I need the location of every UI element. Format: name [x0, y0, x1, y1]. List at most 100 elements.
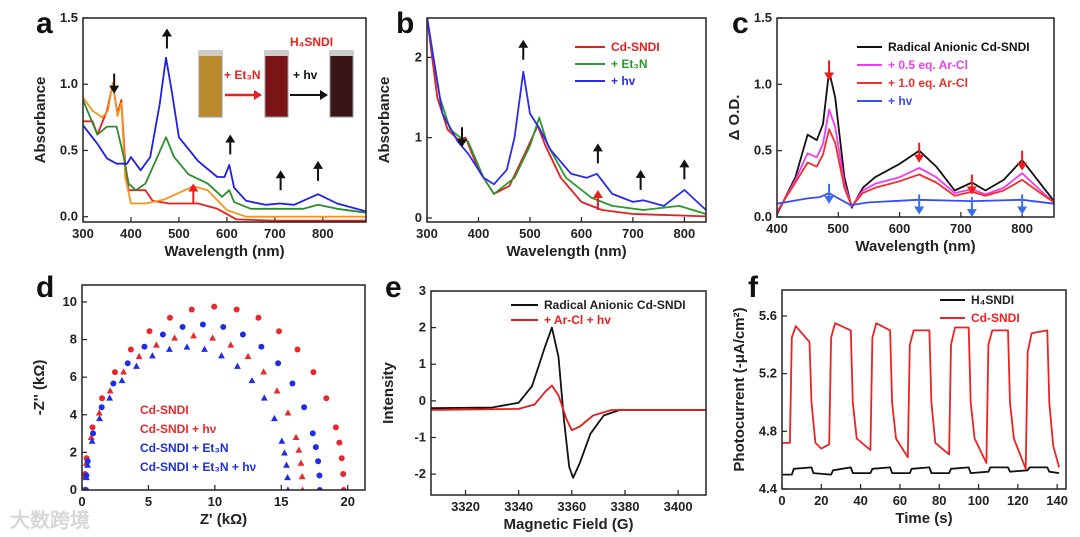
data-point-circle	[166, 314, 173, 321]
y-tick-label: 10	[63, 294, 77, 309]
data-point-circle	[338, 455, 345, 462]
arrow-head-icon	[824, 195, 835, 204]
series-line	[427, 18, 706, 211]
y-axis-label: -Z'' (kΩ)	[31, 360, 48, 416]
data-point-triangle	[227, 341, 235, 348]
data-point-triangle	[201, 345, 208, 352]
data-point-circle	[84, 458, 91, 465]
arrow-head-icon	[914, 206, 925, 215]
x-tick-label: 300	[72, 226, 94, 241]
legend-label: Cd-SNDI	[971, 311, 1020, 325]
data-point-circle	[315, 458, 322, 465]
arrow-head-icon	[824, 72, 835, 81]
y-tick-label: 6	[70, 369, 77, 384]
chart-panel-f: f 0 20 40 60 80 100 120 140 4.4 4.8 5.2 5.6 Time (s) P…	[731, 271, 1068, 527]
x-tick-label: 60	[893, 493, 907, 508]
legend-label: + hv	[611, 74, 636, 88]
x-tick-label: 140	[1046, 493, 1068, 508]
legend-label: Cd-SNDI	[611, 40, 660, 54]
series-line	[427, 18, 706, 215]
data-point-circle	[90, 430, 97, 437]
y-tick-label: 2	[419, 320, 426, 335]
data-point-triangle	[96, 414, 103, 422]
x-axis-label: Wavelength (nm)	[164, 243, 284, 260]
y-tick-label: 3	[419, 283, 426, 298]
data-point-circle	[233, 306, 240, 313]
data-point-circle	[258, 343, 265, 350]
plot-frame	[430, 290, 707, 496]
series-line	[83, 56, 366, 213]
panel-label: c	[732, 7, 749, 40]
y-axis-label: Δ O.D.	[726, 95, 743, 141]
series-line	[782, 466, 1060, 476]
plot-frame	[81, 284, 366, 491]
data-point-circle	[188, 306, 195, 313]
data-point-triangle	[298, 473, 306, 480]
plot-area	[427, 18, 706, 218]
panel-label: a	[36, 7, 53, 40]
arrow-head-icon	[188, 183, 199, 192]
data-point-circle	[255, 314, 262, 321]
plot-frame	[776, 17, 1055, 218]
data-point-circle	[159, 331, 166, 338]
arrow-right-icon	[254, 90, 262, 100]
data-point-triangle	[87, 433, 95, 440]
x-axis-label: Magnetic Field (G)	[503, 516, 633, 533]
y-tick-label: 1	[419, 356, 426, 371]
x-tick-label: 800	[312, 226, 334, 241]
y-tick-label: 1.0	[754, 76, 772, 91]
data-point-triangle	[218, 352, 225, 359]
data-point-triangle	[278, 437, 286, 444]
data-point-circle	[89, 424, 96, 431]
legend-label: + hv	[888, 94, 913, 108]
arrow-head-icon	[592, 189, 603, 198]
x-tick-label: 500	[168, 226, 190, 241]
data-point-triangle	[166, 345, 173, 352]
x-tick-label: 800	[1011, 221, 1033, 236]
watermark: 大数跨境	[10, 508, 90, 532]
x-tick-label: 500	[519, 226, 541, 241]
y-tick-label: 1	[415, 130, 422, 145]
x-tick-label: 600	[889, 221, 911, 236]
arrow-head-icon	[635, 169, 646, 178]
data-point-triangle	[84, 486, 88, 490]
data-point-triangle	[171, 334, 179, 341]
y-tick-label: 5.6	[759, 308, 777, 323]
data-point-circle	[336, 439, 343, 446]
x-tick-label: 700	[622, 226, 644, 241]
vial-cap	[265, 51, 288, 56]
y-tick-label: 0	[415, 210, 422, 225]
series-line	[782, 322, 1060, 470]
legend-label: + 1.0 eq. Ar-Cl	[888, 76, 968, 90]
x-tick-label: 100	[968, 493, 990, 508]
data-point-circle	[323, 395, 330, 402]
y-axis-label: Intensity	[380, 362, 397, 424]
arrow-head-icon	[275, 170, 286, 179]
arrow-head-icon	[914, 154, 925, 163]
data-point-circle	[276, 328, 283, 335]
legend-label: Radical Anionic Cd-SNDI	[888, 40, 1030, 54]
x-tick-label: 600	[571, 226, 593, 241]
data-point-circle	[289, 380, 296, 387]
data-point-triangle	[244, 352, 252, 360]
data-point-triangle	[260, 368, 268, 375]
data-point-circle	[110, 380, 117, 387]
legend-label: Radical Anionic Cd-SNDI	[544, 298, 686, 312]
series-line	[777, 128, 1054, 213]
data-point-triangle	[284, 409, 292, 416]
arrow-head-icon	[457, 139, 468, 148]
inset-step2-label: + hv	[293, 68, 318, 82]
legend-label: + Et₃N	[611, 57, 648, 71]
data-point-triangle	[248, 376, 256, 384]
data-point-triangle	[297, 459, 305, 466]
vial-image	[329, 50, 354, 118]
x-tick-label: 800	[674, 226, 696, 241]
legend-label: + 0.5 eq. Ar-Cl	[888, 58, 968, 72]
legend-label: + Ar-Cl + hv	[544, 313, 611, 327]
x-axis-label: Wavelength (nm)	[506, 243, 626, 260]
y-tick-label: 8	[70, 332, 77, 347]
vial-image	[198, 50, 223, 118]
chart-panel-b: b 300 400 500 600 700 800 0 1 2 Wavelength (nm) Abs…	[376, 7, 707, 260]
chart-panel-d: d 0 5 10 15 20 0 2 4 6 8 10 Z' (kΩ) -Z'' (kΩ) Cd-SNDI C…	[31, 271, 366, 528]
data-point-circle	[111, 369, 118, 376]
